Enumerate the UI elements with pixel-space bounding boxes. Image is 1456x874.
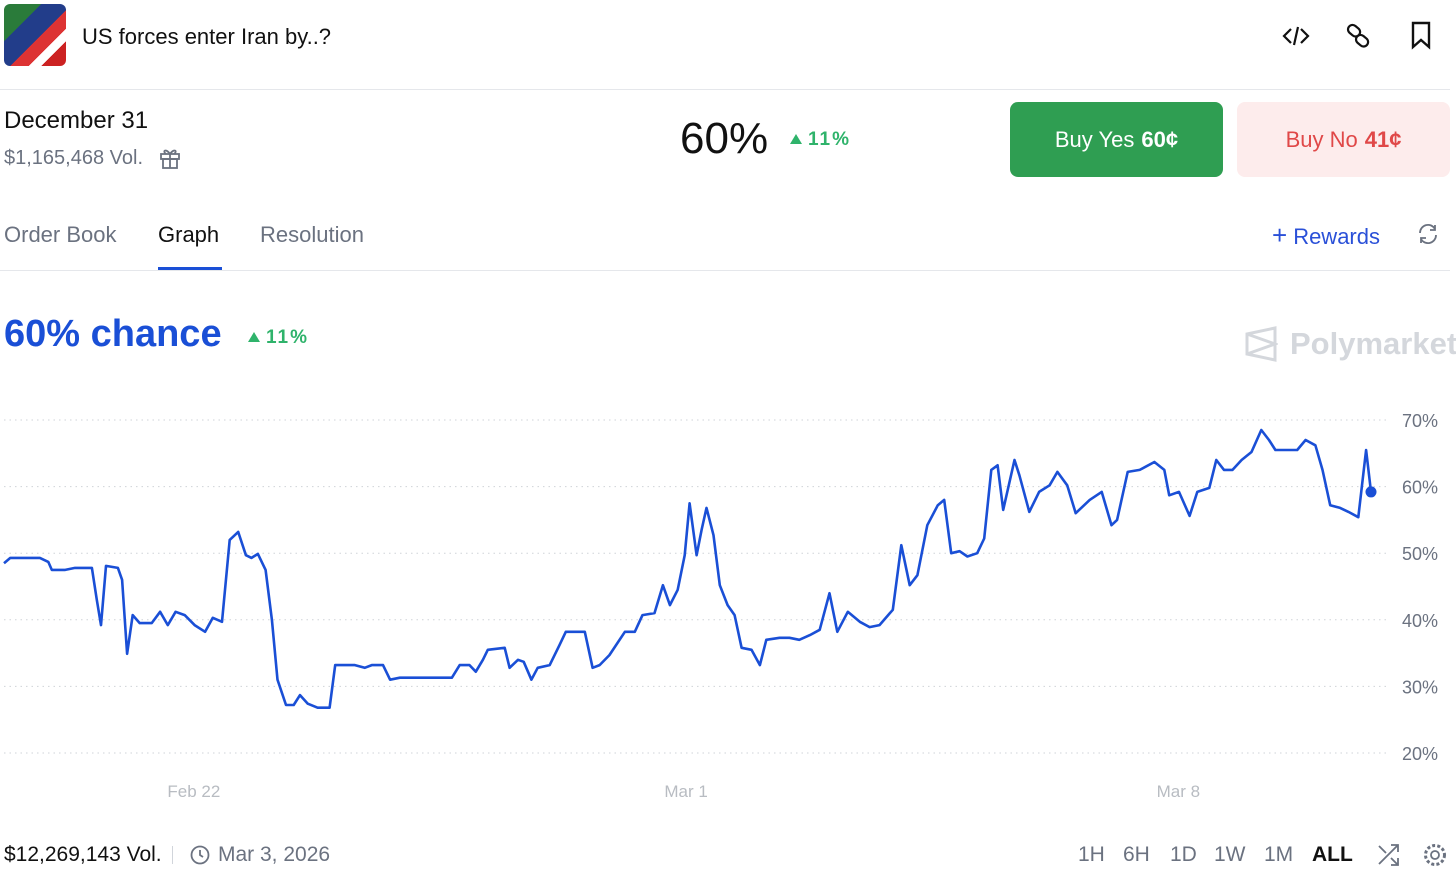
plus-icon: +: [1272, 220, 1288, 250]
y-tick-label: 30%: [1402, 677, 1438, 697]
chart-title: 60% chance: [4, 313, 222, 355]
separator: [172, 846, 173, 864]
outcome-name: December 31: [4, 107, 149, 134]
refresh-icon[interactable]: [1416, 222, 1440, 246]
probability: 60%: [680, 114, 769, 163]
watermark: Polymarket: [1244, 326, 1456, 362]
link-icon[interactable]: [1345, 22, 1373, 50]
tab-underline: [158, 267, 222, 270]
change-value: 11%: [266, 327, 309, 348]
y-tick-label: 70%: [1402, 411, 1438, 431]
rewards-label: Rewards: [1293, 224, 1380, 249]
rewards-link[interactable]: + Rewards: [1272, 220, 1380, 251]
range-button[interactable]: 1H: [1078, 843, 1105, 866]
tab-active[interactable]: Graph: [158, 222, 220, 247]
divider: [0, 89, 1450, 90]
change-value: 11%: [808, 129, 851, 150]
total-volume: $12,269,143 Vol.: [4, 843, 162, 866]
y-tick-label: 40%: [1402, 611, 1438, 631]
chart-change: 11%: [248, 327, 309, 349]
y-tick-label: 50%: [1402, 544, 1438, 564]
current-point: [1365, 486, 1377, 498]
x-tick-label: Feb 22: [167, 782, 220, 801]
tab[interactable]: Resolution: [260, 222, 364, 247]
range-button[interactable]: 1M: [1264, 843, 1294, 866]
clock-icon: [190, 845, 210, 865]
watermark-text: Polymarket: [1290, 326, 1456, 361]
buy-yes-label: Buy Yes: [1054, 126, 1135, 152]
range-button[interactable]: 1W: [1214, 843, 1246, 866]
range-button[interactable]: 6H: [1123, 843, 1150, 866]
embed-icon[interactable]: [1282, 22, 1310, 50]
watermark-logo: [1245, 326, 1278, 362]
shuffle-icon[interactable]: [1376, 842, 1402, 868]
buy-yes-price: 60¢: [1141, 126, 1179, 152]
buy-no-price: 41¢: [1364, 126, 1402, 152]
end-date: Mar 3, 2026: [218, 843, 331, 866]
divider: [0, 270, 1450, 271]
bookmark-icon[interactable]: [1408, 20, 1434, 50]
x-tick-label: Mar 8: [1157, 782, 1200, 801]
buy-no-label: Buy No: [1285, 126, 1358, 152]
outcome-volume: $1,165,468 Vol.: [4, 147, 144, 169]
x-tick-label: Mar 1: [664, 782, 707, 801]
y-tick-label: 20%: [1402, 744, 1438, 764]
range-button-active[interactable]: ALL: [1312, 843, 1353, 866]
market-title: US forces enter Iran by..?: [82, 24, 332, 49]
buy-no-button[interactable]: Buy No 41¢: [1237, 102, 1450, 177]
gift-icon[interactable]: [158, 146, 182, 170]
price-line: [3, 428, 1373, 709]
y-tick-label: 60%: [1402, 478, 1438, 498]
market-icon: [4, 4, 66, 66]
tab[interactable]: Order Book: [4, 222, 117, 247]
range-button[interactable]: 1D: [1170, 843, 1197, 866]
probability-change: 11%: [790, 129, 851, 151]
settings-icon[interactable]: [1422, 842, 1448, 868]
buy-yes-button[interactable]: Buy Yes 60¢: [1010, 102, 1223, 177]
